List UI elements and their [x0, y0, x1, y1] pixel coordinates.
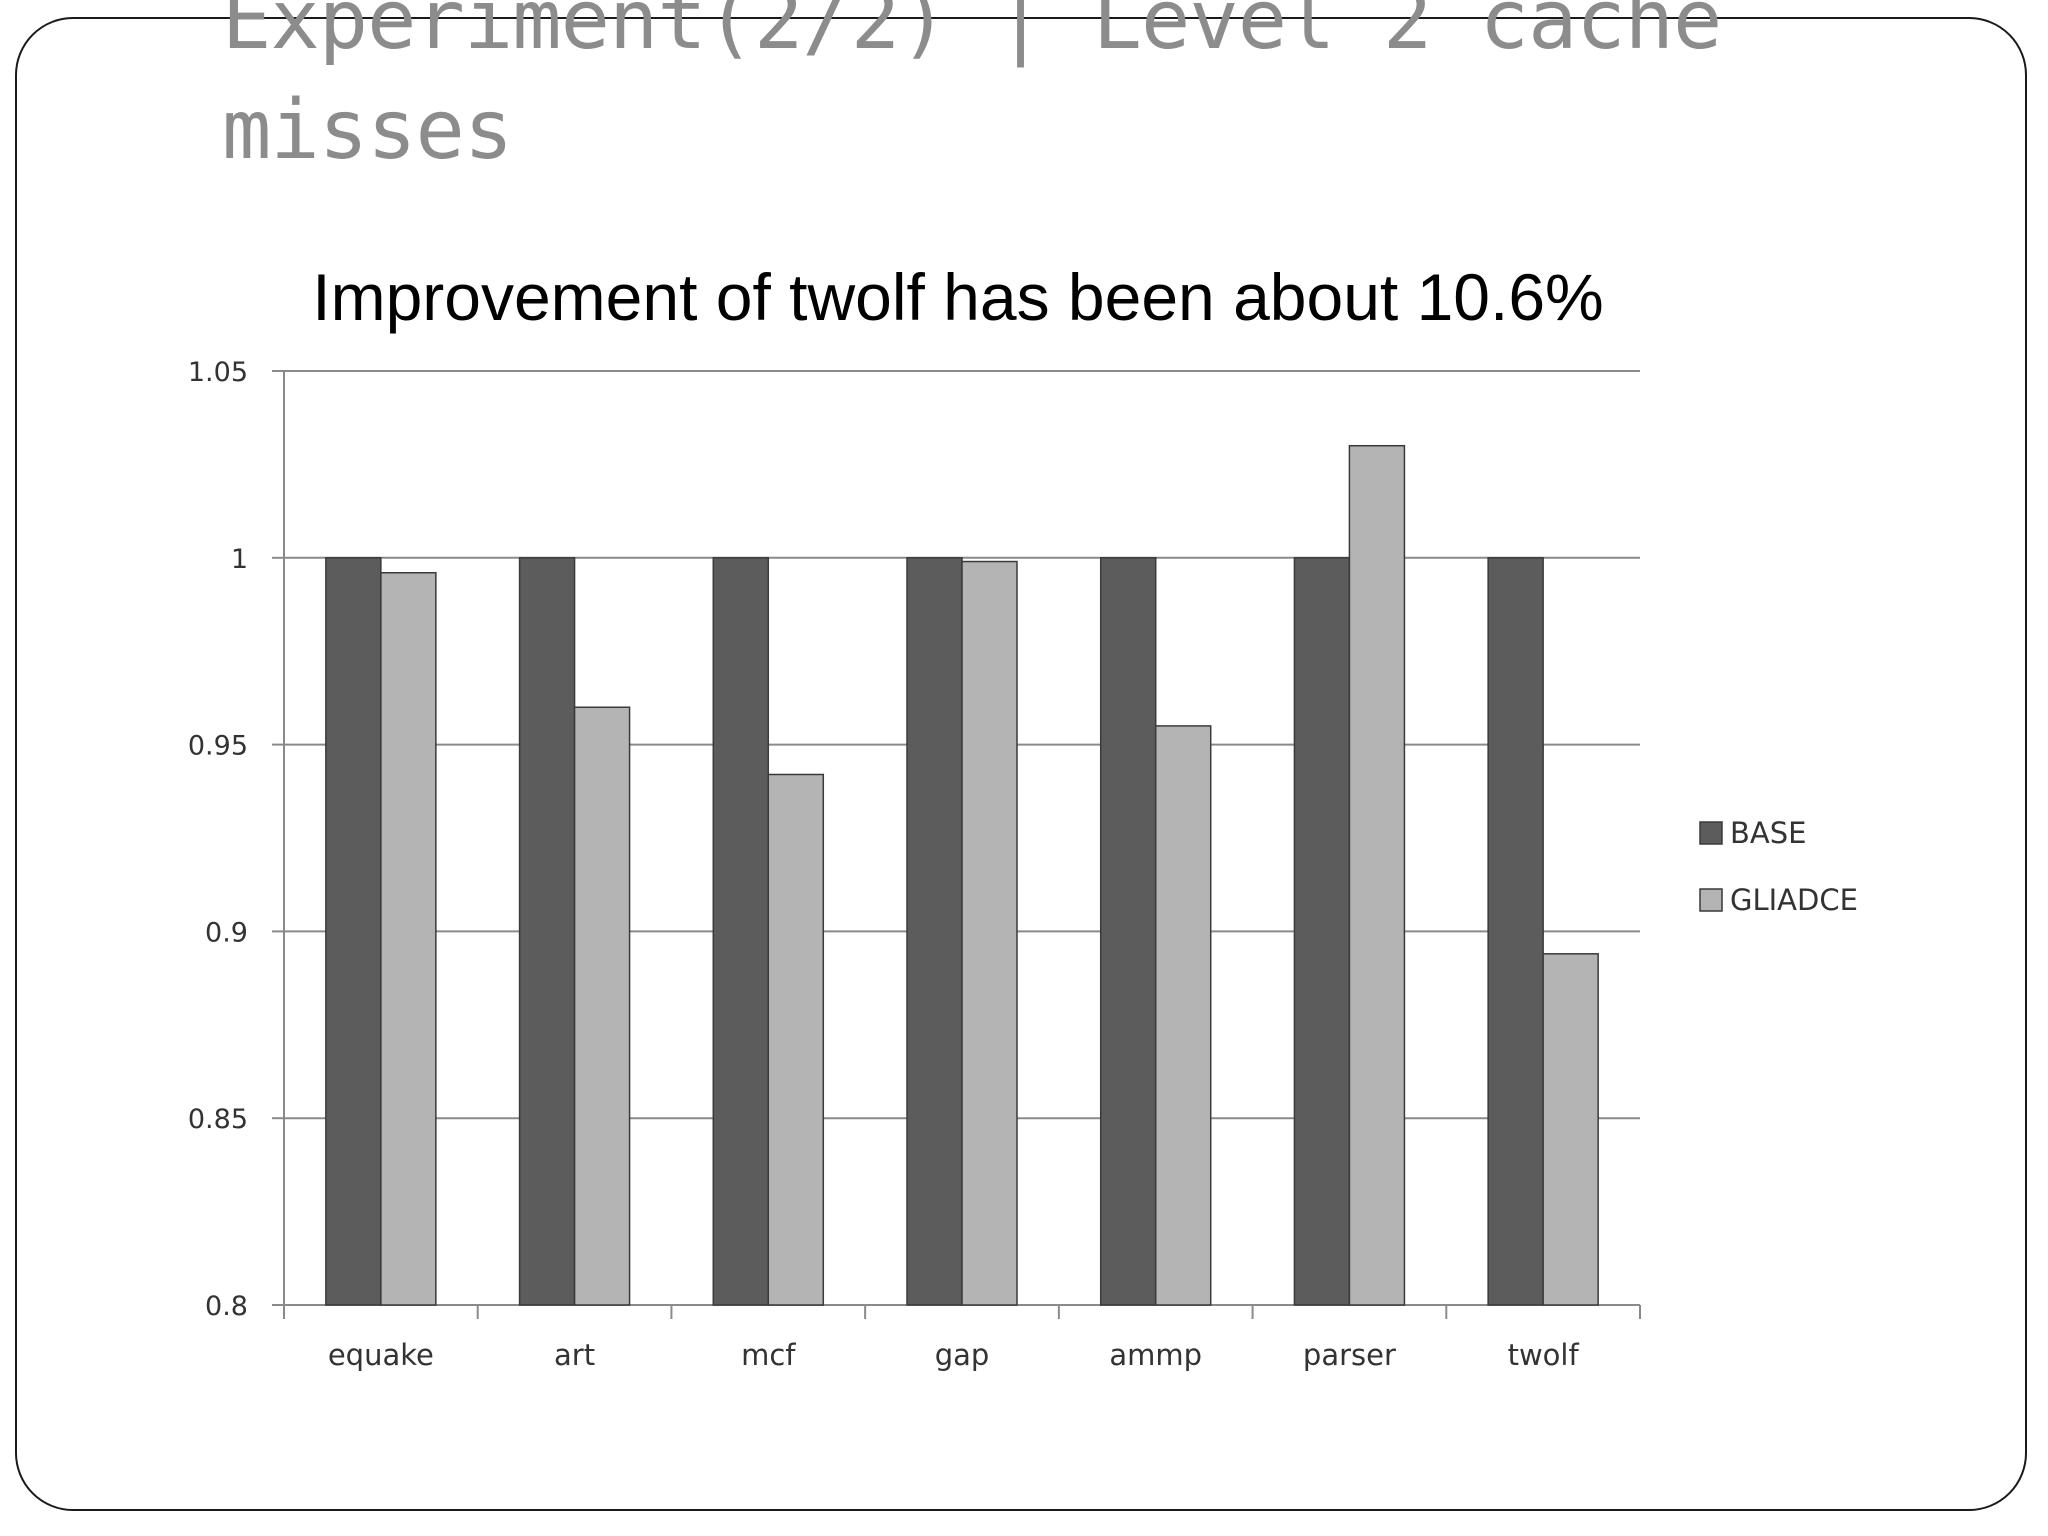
legend-label-gliadce: GLIADCE: [1730, 883, 1858, 917]
legend-label-base: BASE: [1730, 816, 1806, 850]
x-category-label: ammp: [1109, 1338, 1202, 1372]
y-tick-label: 1.05: [188, 357, 248, 388]
x-category-label: art: [554, 1338, 595, 1372]
y-tick-label: 0.9: [205, 917, 248, 948]
bars: [325, 444, 1599, 1306]
x-category-label: mcf: [741, 1338, 796, 1372]
bar-gliadce-gap: [961, 560, 1018, 1306]
legend: BASE GLIADCE: [1699, 816, 1858, 917]
chart-title: Improvement of twolf has been about 10.6…: [312, 260, 1603, 334]
bar-base-art: [518, 557, 576, 1306]
bar-gliadce-twolf: [1542, 953, 1599, 1306]
bar-gliadce-ammp: [1154, 725, 1212, 1306]
y-tick-label: 0.85: [188, 1104, 248, 1135]
bar-base-twolf: [1487, 557, 1544, 1306]
legend-swatch-gliadce: [1699, 888, 1723, 912]
bar-base-gap: [906, 557, 963, 1306]
legend-swatch-base: [1699, 821, 1723, 845]
bar-gliadce-parser: [1348, 444, 1406, 1306]
bar-base-parser: [1293, 557, 1351, 1306]
y-tick-label: 0.95: [188, 731, 248, 762]
bar-gliadce-art: [573, 706, 631, 1306]
x-category-label: twolf: [1508, 1338, 1580, 1372]
x-category-label: parser: [1303, 1338, 1396, 1372]
x-category-label: equake: [328, 1338, 434, 1372]
y-tick-labels: 0.8 0.85 0.9 0.95 1 1.05: [188, 357, 248, 1322]
bar-base-ammp: [1099, 557, 1157, 1306]
x-category-label: gap: [935, 1338, 990, 1372]
bar-base-equake: [325, 557, 382, 1306]
bar-base-mcf: [712, 557, 770, 1306]
bar-gliadce-mcf: [767, 773, 825, 1306]
y-tick-label: 1: [231, 544, 248, 575]
bar-gliadce-equake: [380, 571, 437, 1306]
slide-title: Experiment(2/2) | Level 2 cache misses: [222, 0, 1722, 178]
x-category-labels: equake art mcf gap ammp parser twolf: [328, 1338, 1580, 1372]
y-tick-label: 0.8: [205, 1291, 248, 1322]
